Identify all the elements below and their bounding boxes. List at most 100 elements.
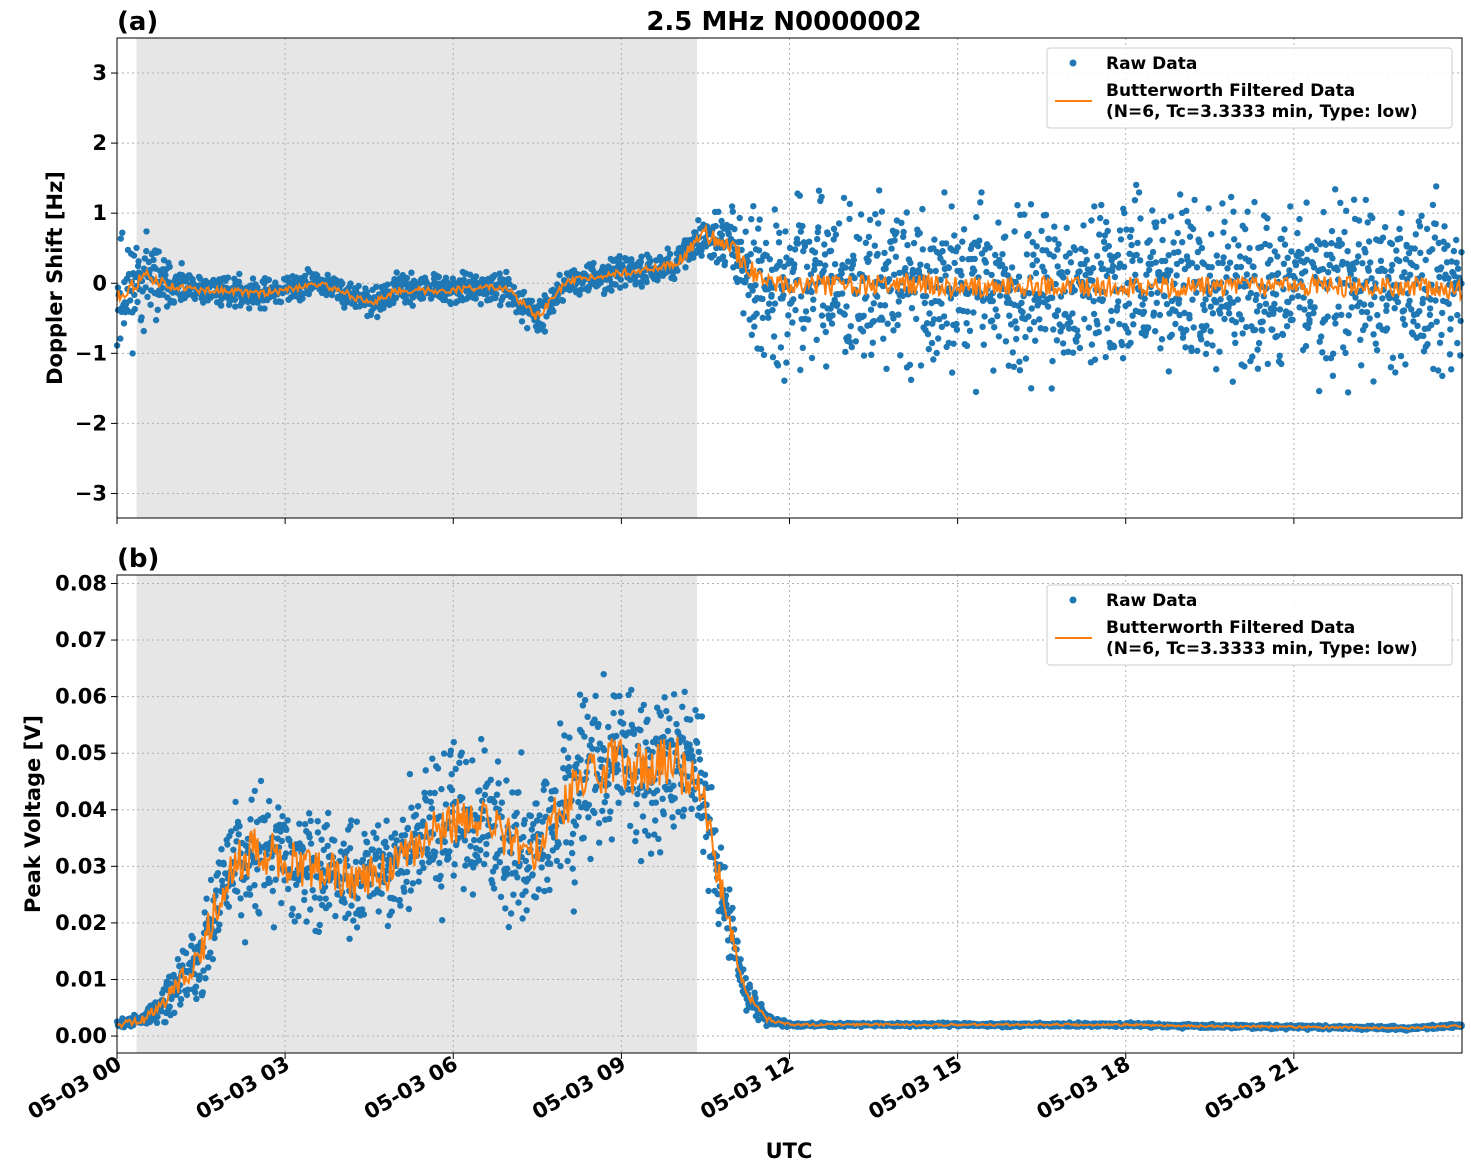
raw-data-point xyxy=(1383,302,1390,309)
raw-data-point xyxy=(615,799,622,806)
raw-data-point xyxy=(1439,372,1446,380)
raw-data-point xyxy=(959,238,966,245)
raw-data-point xyxy=(192,983,200,990)
raw-data-point xyxy=(638,283,645,290)
raw-data-point xyxy=(1426,311,1434,319)
raw-data-point xyxy=(919,246,926,253)
raw-data-point xyxy=(1229,378,1237,385)
raw-data-point xyxy=(1253,308,1261,315)
raw-data-point xyxy=(1224,243,1232,250)
raw-data-point xyxy=(1085,324,1093,331)
raw-data-point xyxy=(1010,363,1018,370)
raw-data-point xyxy=(907,376,915,383)
raw-data-point xyxy=(1254,346,1261,353)
raw-data-point xyxy=(1167,267,1174,274)
raw-data-point xyxy=(1389,261,1396,269)
raw-data-point xyxy=(1335,303,1342,310)
raw-data-point xyxy=(983,268,990,276)
panel-b-plot: 0.080.070.060.050.040.030.020.010.00 xyxy=(55,571,1465,1059)
raw-data-point xyxy=(506,280,513,288)
raw-data-point xyxy=(1441,223,1448,230)
raw-data-point xyxy=(1276,352,1283,359)
raw-data-point xyxy=(1338,311,1345,318)
raw-data-point xyxy=(669,814,676,821)
raw-data-point xyxy=(765,314,772,321)
raw-data-point xyxy=(1104,227,1111,235)
raw-data-point xyxy=(670,691,678,698)
raw-data-point xyxy=(645,832,652,839)
panel-a-ylabel: Doppler Shift [Hz] xyxy=(43,171,67,385)
raw-data-point xyxy=(580,834,587,841)
raw-data-point xyxy=(1050,253,1058,260)
raw-data-point xyxy=(757,345,765,353)
raw-data-point xyxy=(1067,319,1074,326)
raw-data-point xyxy=(193,995,200,1002)
raw-data-point xyxy=(405,905,413,913)
raw-data-point xyxy=(1121,209,1128,217)
raw-data-point xyxy=(576,291,583,298)
raw-data-point xyxy=(1369,214,1376,222)
raw-data-point xyxy=(544,876,551,883)
raw-data-point xyxy=(616,692,623,700)
raw-data-point xyxy=(1108,317,1116,324)
raw-data-point xyxy=(581,696,589,704)
raw-data-point xyxy=(570,908,577,915)
raw-data-point xyxy=(218,846,225,853)
raw-data-point xyxy=(1301,306,1308,313)
raw-data-point xyxy=(295,912,302,920)
raw-data-point xyxy=(296,820,303,827)
raw-data-point xyxy=(1344,389,1352,396)
raw-data-point xyxy=(637,727,644,734)
raw-data-point xyxy=(1143,271,1150,278)
raw-data-point xyxy=(1435,367,1442,374)
raw-data-point xyxy=(701,771,709,778)
raw-data-point xyxy=(1014,202,1021,209)
raw-data-point xyxy=(1401,321,1409,328)
raw-data-point xyxy=(1379,295,1386,302)
raw-data-point xyxy=(923,262,931,270)
raw-data-point xyxy=(692,229,699,236)
raw-data-point xyxy=(785,312,792,319)
raw-data-point xyxy=(1139,301,1146,308)
raw-data-point xyxy=(647,257,654,265)
raw-data-point xyxy=(340,840,347,847)
raw-data-point xyxy=(1406,297,1413,304)
raw-data-point xyxy=(299,295,306,302)
raw-data-point xyxy=(940,259,947,266)
raw-data-point xyxy=(440,750,448,757)
raw-data-point xyxy=(600,747,608,754)
raw-data-point xyxy=(718,217,725,225)
raw-data-point xyxy=(865,257,872,265)
raw-data-point xyxy=(1345,329,1352,337)
raw-data-point xyxy=(921,299,928,307)
raw-data-point xyxy=(617,276,624,283)
raw-data-point xyxy=(663,707,670,715)
raw-data-point xyxy=(458,749,465,756)
raw-data-point xyxy=(131,305,138,313)
raw-data-point xyxy=(347,280,354,287)
raw-data-point xyxy=(831,261,839,268)
raw-data-point xyxy=(1042,326,1049,333)
raw-data-point xyxy=(1125,300,1133,307)
raw-data-point xyxy=(1386,295,1393,302)
raw-data-point xyxy=(811,261,818,268)
raw-data-point xyxy=(792,306,799,314)
raw-data-point xyxy=(591,809,598,817)
raw-data-point xyxy=(1416,308,1423,315)
raw-data-point xyxy=(632,837,639,845)
raw-data-point xyxy=(917,362,925,369)
raw-data-point xyxy=(1274,270,1282,277)
raw-data-point xyxy=(1288,248,1295,255)
raw-data-point xyxy=(838,270,845,277)
raw-data-point xyxy=(1162,257,1169,265)
raw-data-point xyxy=(821,241,828,248)
raw-data-point xyxy=(1130,321,1137,328)
raw-data-point xyxy=(1182,344,1189,351)
raw-data-point xyxy=(890,271,898,278)
raw-data-point xyxy=(1432,297,1439,304)
raw-data-point xyxy=(1324,313,1331,320)
raw-data-point xyxy=(510,891,517,898)
raw-data-point xyxy=(1154,289,1161,296)
raw-data-point xyxy=(1310,264,1318,271)
